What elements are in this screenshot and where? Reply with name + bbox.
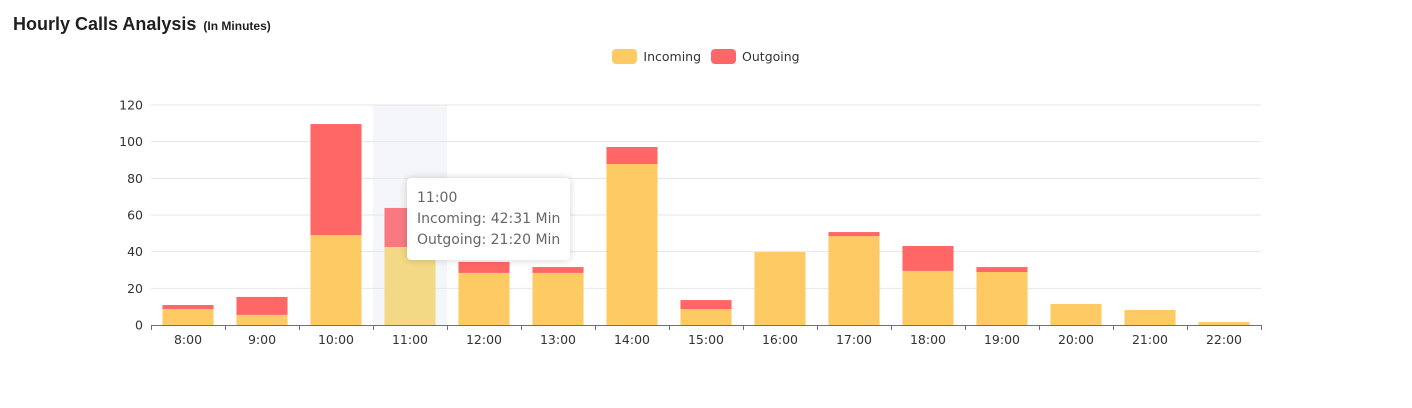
bar-incoming[interactable]: [458, 272, 510, 325]
bar-group-900[interactable]: [236, 296, 288, 325]
tooltip-title: 11:00: [417, 190, 458, 206]
x-tick-label: 8:00: [174, 332, 202, 347]
bar-group-2000[interactable]: [1050, 303, 1102, 325]
bar-group-1500[interactable]: [680, 300, 732, 325]
bar-incoming[interactable]: [1198, 322, 1250, 325]
chart-tooltip: 11:00 Incoming: 42:31 Min Outgoing: 21:2…: [407, 178, 570, 260]
x-tick-label: 10:00: [318, 332, 354, 347]
tooltip-incoming: Incoming: 42:31 Min: [417, 211, 561, 227]
x-tick-label: 20:00: [1058, 332, 1094, 347]
legend-label-outgoing: Outgoing: [742, 49, 800, 64]
bar-outgoing[interactable]: [162, 305, 214, 310]
x-tick-label: 9:00: [248, 332, 276, 347]
bar-incoming[interactable]: [902, 270, 954, 325]
bar-incoming[interactable]: [680, 309, 732, 325]
bar-group-1400[interactable]: [606, 146, 658, 325]
bar-outgoing[interactable]: [606, 146, 658, 165]
chart-title-text: Hourly Calls Analysis: [13, 14, 197, 34]
bar-group-1600[interactable]: [754, 252, 806, 325]
y-tick-label: 40: [127, 244, 143, 259]
x-tick-label: 13:00: [540, 332, 576, 347]
bar-group-1200[interactable]: [458, 261, 510, 325]
bar-outgoing[interactable]: [458, 261, 510, 273]
chart-title: Hourly Calls Analysis (In Minutes): [13, 14, 271, 35]
x-tick-label: 19:00: [984, 332, 1020, 347]
x-tick-label: 11:00: [392, 332, 428, 347]
bar-group-1300[interactable]: [532, 267, 584, 325]
x-tick-label: 15:00: [688, 332, 724, 347]
tooltip-outgoing: Outgoing: 21:20 Min: [417, 232, 561, 248]
bar-group-1700[interactable]: [828, 232, 880, 325]
bar-incoming[interactable]: [1050, 303, 1102, 325]
bar-incoming[interactable]: [532, 272, 584, 325]
bar-incoming[interactable]: [310, 235, 362, 325]
bar-incoming[interactable]: [828, 236, 880, 325]
bar-outgoing[interactable]: [976, 267, 1028, 273]
bar-incoming[interactable]: [162, 309, 214, 325]
y-tick-label: 120: [119, 98, 143, 113]
bar-group-800[interactable]: [162, 305, 214, 325]
bar-group-1000[interactable]: [310, 124, 362, 325]
chart-legend: Incoming Outgoing: [0, 49, 1412, 64]
bar-outgoing[interactable]: [310, 124, 362, 236]
y-tick-label: 100: [119, 134, 143, 149]
bar-outgoing[interactable]: [828, 232, 880, 237]
bar-group-2100[interactable]: [1124, 309, 1176, 325]
x-tick-label: 22:00: [1206, 332, 1242, 347]
legend-swatch-outgoing: [711, 49, 737, 64]
x-tick-label: 14:00: [614, 332, 650, 347]
bar-outgoing[interactable]: [902, 245, 954, 271]
legend-swatch-incoming: [612, 49, 638, 64]
y-tick-label: 80: [127, 171, 143, 186]
y-tick-label: 0: [135, 318, 143, 333]
x-tick-label: 21:00: [1132, 332, 1168, 347]
x-tick-label: 17:00: [836, 332, 872, 347]
bar-incoming[interactable]: [1124, 309, 1176, 325]
bar-group-1800[interactable]: [902, 245, 954, 325]
x-tick-label: 16:00: [762, 332, 798, 347]
bar-incoming[interactable]: [754, 252, 806, 325]
y-tick-label: 20: [127, 281, 143, 296]
bar-outgoing[interactable]: [236, 296, 288, 315]
bar-outgoing[interactable]: [532, 267, 584, 273]
bar-incoming[interactable]: [384, 247, 436, 325]
legend-item-outgoing[interactable]: Outgoing: [711, 49, 800, 64]
legend-item-incoming[interactable]: Incoming: [612, 49, 701, 64]
bar-outgoing[interactable]: [680, 300, 732, 310]
bar-incoming[interactable]: [236, 314, 288, 325]
bar-incoming[interactable]: [606, 164, 658, 325]
x-tick-label: 18:00: [910, 332, 946, 347]
chart-subtitle: (In Minutes): [203, 19, 271, 33]
y-tick-label: 60: [127, 208, 143, 223]
bar-incoming[interactable]: [976, 272, 1028, 325]
bar-group-2200[interactable]: [1198, 322, 1250, 325]
x-tick-label: 12:00: [466, 332, 502, 347]
legend-label-incoming: Incoming: [643, 49, 702, 64]
bar-group-1900[interactable]: [976, 267, 1028, 325]
